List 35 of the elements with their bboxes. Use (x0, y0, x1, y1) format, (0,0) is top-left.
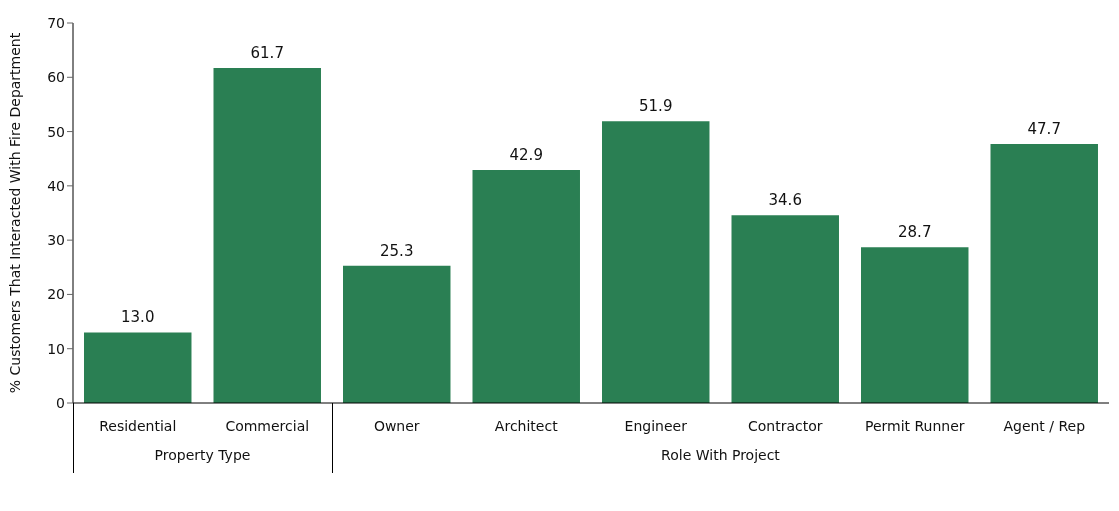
data-label: 61.7 (250, 44, 284, 63)
x-tick-label: Commercial (225, 417, 310, 434)
data-label: 51.9 (639, 97, 673, 116)
y-tick-label: 20 (47, 286, 65, 303)
bar (731, 215, 839, 403)
x-tick-label: Architect (494, 417, 559, 434)
bar (213, 68, 321, 403)
y-tick-label: 50 (47, 123, 65, 140)
data-label: 28.7 (898, 223, 932, 242)
x-tick-label: Agent / Rep (1003, 417, 1086, 434)
text: Role With Project (660, 447, 781, 463)
y-axis-title: % Customers That Interacted With Fire Department (6, 32, 23, 394)
bar (990, 144, 1098, 403)
x-tick-label: Permit Runner (864, 417, 965, 434)
y-tick-label: 30 (47, 232, 65, 249)
y-tick-label: 70 (47, 14, 65, 31)
data-label: 42.9 (509, 146, 543, 165)
bar (84, 332, 192, 403)
y-tick-label: 40 (47, 177, 65, 194)
bar (472, 170, 580, 403)
x-tick-label: Residential (99, 417, 177, 434)
text: Property Type (153, 447, 252, 463)
y-tick-label: 10 (47, 340, 65, 357)
x-tick-label: Contractor (747, 417, 823, 434)
data-label: 47.7 (1027, 120, 1061, 139)
bar (343, 265, 451, 403)
y-tick-label: 60 (47, 69, 65, 86)
data-label: 34.6 (768, 191, 802, 210)
x-tick-label: Owner (373, 417, 420, 434)
bar (602, 121, 710, 403)
bar (861, 247, 969, 403)
data-label: 13.0 (121, 308, 155, 327)
x-tick-label: Engineer (624, 417, 688, 434)
y-tick-label: 0 (56, 394, 65, 411)
data-label: 25.3 (380, 241, 414, 260)
